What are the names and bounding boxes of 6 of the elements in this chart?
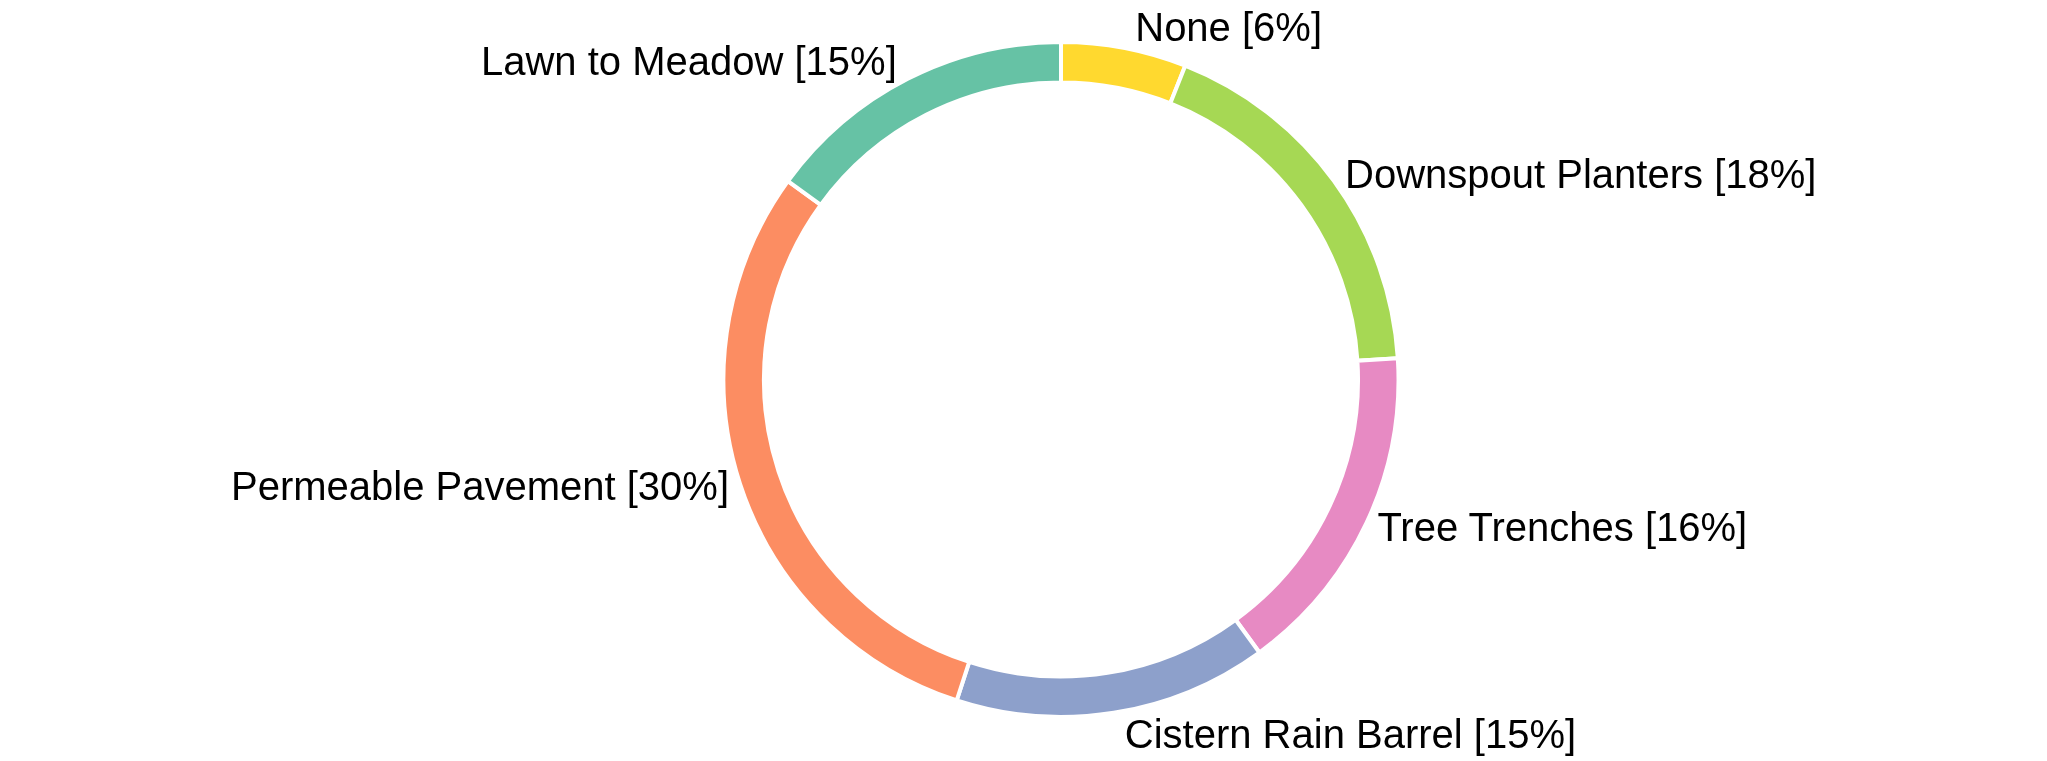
slice-label: Tree Trenches [16%] — [1377, 505, 1748, 550]
slice-label: Permeable Pavement [30%] — [230, 463, 730, 508]
slice-label: None [6%] — [1135, 4, 1323, 49]
slice-label: Cistern Rain Barrel [15%] — [1124, 712, 1577, 757]
slice-label: Lawn to Meadow [15%] — [480, 39, 897, 84]
slice-label: Downspout Planters [18%] — [1345, 151, 1817, 196]
